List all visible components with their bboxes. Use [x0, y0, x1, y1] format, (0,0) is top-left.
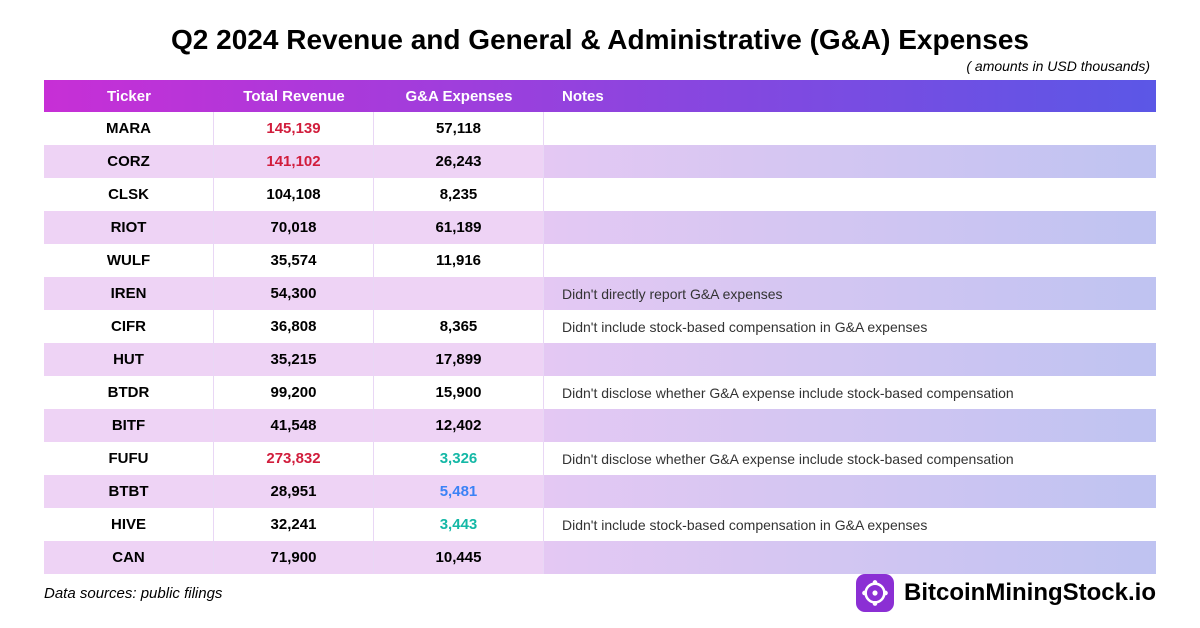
cell-gae	[374, 277, 544, 310]
cell-revenue: 28,951	[214, 475, 374, 508]
cell-gae: 10,445	[374, 541, 544, 574]
table-row: WULF35,57411,916	[44, 244, 1156, 277]
cell-ticker: CLSK	[44, 178, 214, 211]
brand-logo-icon	[856, 574, 894, 612]
cell-note	[544, 211, 1156, 244]
cell-ticker: BTDR	[44, 376, 214, 409]
cell-ticker: BTBT	[44, 475, 214, 508]
cell-revenue: 36,808	[214, 310, 374, 343]
table-row: IREN54,300 Didn't directly report G&A exp…	[44, 277, 1156, 310]
cell-gae: 61,189	[374, 211, 544, 244]
cell-ticker: BITF	[44, 409, 214, 442]
cell-note	[544, 244, 1156, 277]
brand-name: BitcoinMiningStock.io	[904, 579, 1156, 607]
cell-ticker: IREN	[44, 277, 214, 310]
data-sources-label: Data sources: public filings	[44, 585, 222, 602]
cell-revenue: 104,108	[214, 178, 374, 211]
cell-revenue: 99,200	[214, 376, 374, 409]
cell-note: Didn't include stock-based compensation …	[544, 508, 1156, 541]
cell-gae: 5,481	[374, 475, 544, 508]
cell-gae: 17,899	[374, 343, 544, 376]
cell-note	[544, 409, 1156, 442]
cell-ticker: MARA	[44, 112, 214, 145]
units-subtitle: ( amounts in USD thousands)	[44, 58, 1156, 74]
col-header-revenue: Total Revenue	[214, 80, 374, 112]
cell-ticker: HUT	[44, 343, 214, 376]
table-row: CAN71,90010,445	[44, 541, 1156, 574]
table-row: RIOT70,01861,189	[44, 211, 1156, 244]
cell-revenue: 35,574	[214, 244, 374, 277]
page-title: Q2 2024 Revenue and General & Administra…	[44, 24, 1156, 56]
cell-gae: 15,900	[374, 376, 544, 409]
col-header-gae: G&A Expenses	[374, 80, 544, 112]
table-row: MARA145,13957,118	[44, 112, 1156, 145]
cell-gae: 8,365	[374, 310, 544, 343]
cell-ticker: FUFU	[44, 442, 214, 475]
cell-revenue: 273,832	[214, 442, 374, 475]
cell-ticker: RIOT	[44, 211, 214, 244]
cell-revenue: 145,139	[214, 112, 374, 145]
table-row: CORZ141,10226,243	[44, 145, 1156, 178]
table-row: CIFR36,8088,365Didn't include stock-base…	[44, 310, 1156, 343]
table-row: BITF41,54812,402	[44, 409, 1156, 442]
cell-gae: 57,118	[374, 112, 544, 145]
cell-revenue: 35,215	[214, 343, 374, 376]
cell-note	[544, 145, 1156, 178]
table-row: HUT35,21517,899	[44, 343, 1156, 376]
cell-revenue: 54,300	[214, 277, 374, 310]
table-header-row: Ticker Total Revenue G&A Expenses Notes	[44, 80, 1156, 112]
data-table: Ticker Total Revenue G&A Expenses Notes …	[44, 80, 1156, 574]
col-header-notes: Notes	[544, 80, 1156, 112]
cell-note	[544, 112, 1156, 145]
cell-gae: 26,243	[374, 145, 544, 178]
brand: BitcoinMiningStock.io	[856, 574, 1156, 612]
col-header-ticker: Ticker	[44, 80, 214, 112]
page: Q2 2024 Revenue and General & Administra…	[0, 0, 1200, 628]
cell-revenue: 41,548	[214, 409, 374, 442]
footer: Data sources: public filings BitcoinMini…	[44, 574, 1156, 612]
cell-note: Didn't disclose whether G&A expense incl…	[544, 442, 1156, 475]
cell-ticker: CAN	[44, 541, 214, 574]
cell-ticker: CORZ	[44, 145, 214, 178]
cell-note: Didn't disclose whether G&A expense incl…	[544, 376, 1156, 409]
cell-gae: 8,235	[374, 178, 544, 211]
cell-revenue: 71,900	[214, 541, 374, 574]
table-row: FUFU273,8323,326Didn't disclose whether …	[44, 442, 1156, 475]
cell-revenue: 32,241	[214, 508, 374, 541]
cell-ticker: CIFR	[44, 310, 214, 343]
cell-ticker: WULF	[44, 244, 214, 277]
cell-ticker: HIVE	[44, 508, 214, 541]
cell-gae: 3,443	[374, 508, 544, 541]
table-row: BTBT28,9515,481	[44, 475, 1156, 508]
cell-note	[544, 475, 1156, 508]
cell-gae: 12,402	[374, 409, 544, 442]
cell-revenue: 141,102	[214, 145, 374, 178]
cell-note	[544, 541, 1156, 574]
table-row: HIVE32,2413,443Didn't include stock-base…	[44, 508, 1156, 541]
cell-revenue: 70,018	[214, 211, 374, 244]
cell-note: Didn't include stock-based compensation …	[544, 310, 1156, 343]
cell-note	[544, 178, 1156, 211]
cell-note	[544, 343, 1156, 376]
table-row: BTDR99,20015,900Didn't disclose whether …	[44, 376, 1156, 409]
table-row: CLSK104,1088,235	[44, 178, 1156, 211]
cell-gae: 11,916	[374, 244, 544, 277]
table-body: MARA145,13957,118CORZ141,10226,243CLSK10…	[44, 112, 1156, 574]
cell-gae: 3,326	[374, 442, 544, 475]
cell-note: Didn't directly report G&A expenses	[544, 277, 1156, 310]
